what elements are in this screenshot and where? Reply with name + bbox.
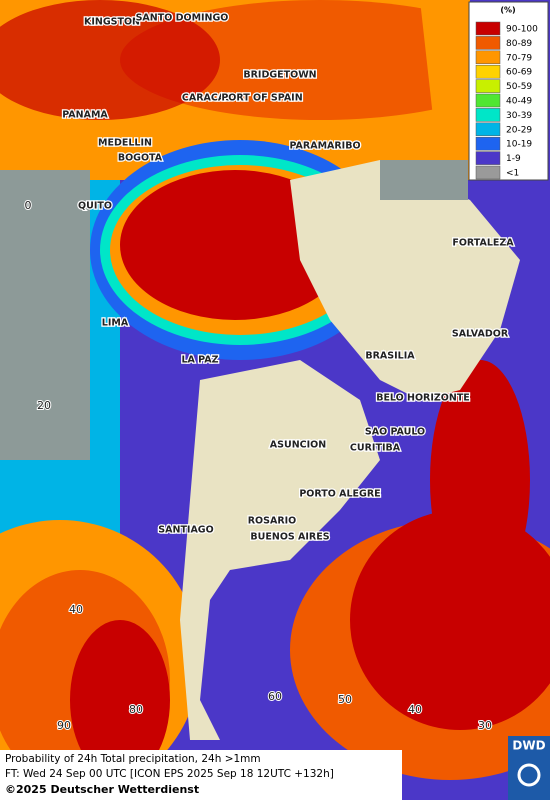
legend-label: 30-39: [506, 111, 532, 121]
legend-swatch: [475, 64, 501, 79]
city-label: PORT OF SPAIN: [221, 93, 302, 104]
legend-swatch: [475, 79, 501, 93]
legend-label: <1: [506, 169, 519, 179]
city-label: LIMA: [102, 318, 129, 329]
footer-copyright: ©2025 Deutscher Wetterdienst: [5, 783, 199, 796]
city-label: SAO PAULO: [365, 427, 425, 438]
legend-label: 70-79: [506, 53, 532, 63]
footer-box: [0, 750, 402, 800]
city-label: KINGSTON: [84, 17, 140, 28]
grid-label: 60: [268, 690, 282, 703]
legend-unit: (%): [500, 6, 515, 15]
city-label: SALVADOR: [452, 329, 509, 340]
grid-label: 50: [338, 693, 352, 706]
city-label: BELO HORIZONTE: [376, 393, 470, 404]
city-label: MEDELLIN: [98, 138, 152, 149]
city-label: SANTO DOMINGO: [136, 13, 229, 24]
footer-title: Probability of 24h Total precipitation, …: [5, 753, 261, 765]
legend-label: 20-29: [506, 125, 532, 135]
legend-label: 10-19: [506, 140, 532, 150]
city-label: CARACAS: [182, 93, 232, 104]
grid-label: 30: [478, 719, 492, 732]
legend-label: 1-9: [506, 154, 521, 164]
city-label: BOGOTA: [118, 153, 163, 164]
legend-swatch: [475, 93, 501, 108]
city-label: ROSARIO: [248, 516, 297, 527]
legend-label: 50-59: [506, 82, 532, 92]
grid-label: 20: [37, 399, 51, 412]
legend-swatch: [475, 50, 501, 65]
legend-swatch: [475, 151, 501, 165]
logo-icon: [517, 763, 541, 787]
logo-box: [508, 736, 550, 800]
city-label: BRIDGETOWN: [243, 70, 316, 81]
legend-swatch: [475, 21, 501, 36]
city-label: PARAMARIBO: [289, 141, 360, 152]
city-label: LA PAZ: [181, 355, 218, 366]
city-label: FORTALEZA: [452, 238, 514, 249]
legend-swatch: [475, 165, 501, 180]
city-label: ASUNCION: [270, 440, 326, 451]
logo: DWD: [512, 739, 545, 753]
footer-forecast-time: FT: Wed 24 Sep 00 UTC [ICON EPS 2025 Sep…: [5, 768, 334, 780]
city-label: SANTIAGO: [158, 525, 213, 536]
legend-label: 80-89: [506, 39, 532, 49]
city-label: PORTO ALEGRE: [299, 489, 380, 500]
city-label: QUITO: [78, 201, 112, 212]
grid-label: 40: [69, 603, 83, 616]
legend-label: 40-49: [506, 97, 532, 107]
grid-label: 90: [57, 719, 71, 732]
legend-swatch: [475, 122, 501, 137]
legend-label: 90-100: [506, 25, 538, 35]
legend-swatch: [475, 136, 501, 151]
grid-label: 0: [25, 199, 32, 212]
city-label: BRASILIA: [365, 351, 415, 362]
grid-label: 80: [129, 703, 143, 716]
grid-label: 40: [408, 703, 422, 716]
city-label: BUENOS AIRES: [250, 532, 329, 543]
legend-swatch: [475, 36, 501, 50]
city-label: PANAMA: [62, 110, 108, 121]
legend-swatch: [475, 108, 501, 122]
legend-label: 60-69: [506, 68, 532, 78]
city-label: CURITIBA: [350, 443, 401, 454]
